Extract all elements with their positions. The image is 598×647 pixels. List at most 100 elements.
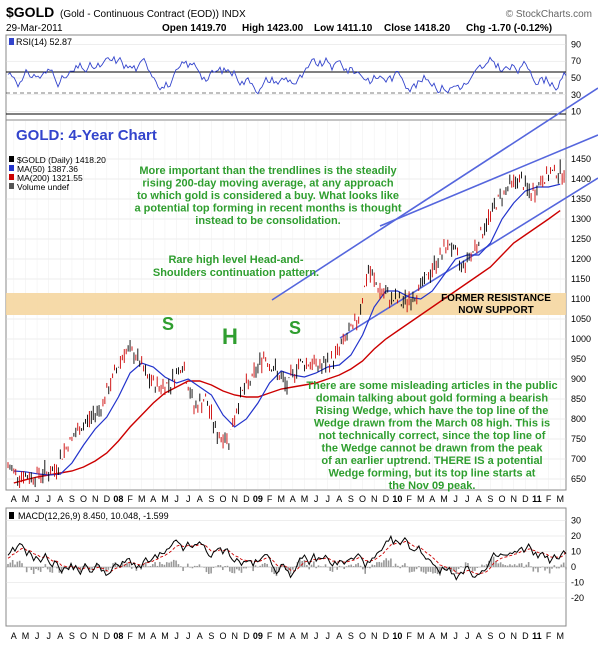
x-tick-label: A — [290, 494, 296, 504]
x-tick-label: D — [243, 631, 250, 641]
x-tick-label: S — [69, 494, 75, 504]
x-tick-label: M — [301, 631, 309, 641]
x-tick-label: N — [231, 631, 238, 641]
x-tick-label: O — [499, 631, 506, 641]
x-tick-label: N — [510, 631, 517, 641]
annotation-line: rising 200-day moving average, at any ap… — [142, 178, 394, 190]
x-tick-label: O — [220, 631, 227, 641]
annotation-line: More important than the trendlines is th… — [139, 165, 397, 177]
rsi-grid — [6, 44, 566, 112]
x-tick-label: J — [453, 494, 458, 504]
resistance-label-2: NOW SUPPORT — [458, 305, 534, 316]
x-tick-label: D — [243, 494, 250, 504]
x-tick-label: F — [127, 494, 133, 504]
x-tick-label: N — [510, 494, 517, 504]
legend-entry: Volume undef — [17, 182, 70, 192]
x-tick-label: J — [314, 494, 319, 504]
price-tick-label: 1450 — [571, 154, 591, 164]
x-tick-label: 10 — [392, 631, 402, 641]
macd-tick-label: 30 — [571, 516, 581, 526]
price-tick-label: 650 — [571, 474, 586, 484]
x-tick-label: M — [161, 494, 169, 504]
price-tick-label: 950 — [571, 354, 586, 364]
x-tick-label: J — [465, 631, 470, 641]
x-tick-label: J — [46, 631, 51, 641]
x-tick-label: 09 — [253, 494, 263, 504]
x-tick-label: A — [429, 631, 435, 641]
annotation-line: Shoulders continuation pattern. — [153, 267, 319, 279]
x-tick-label: O — [499, 494, 506, 504]
annotation-line: There are some misleading articles in th… — [306, 380, 557, 392]
x-tick-label: F — [127, 631, 133, 641]
legend-entry: $GOLD (Daily) 1418.20 — [17, 155, 106, 165]
x-tick-label: J — [174, 631, 179, 641]
x-tick-label: J — [314, 631, 319, 641]
price-tick-label: 1350 — [571, 194, 591, 204]
price-tick-label: 800 — [571, 414, 586, 424]
x-tick-label: O — [80, 631, 87, 641]
price-tick-label: 1100 — [571, 294, 590, 304]
annotation-line: instead to be consolidation. — [195, 215, 340, 227]
rsi-tick-label: 50 — [571, 73, 581, 83]
wedge-upper-trendline — [379, 134, 598, 227]
rsi-tick-label: 70 — [571, 56, 581, 66]
macd-x-axis: A M J J A S O N D 08 F M A M J J A S O N D 09 F M A M J J A S O N D 10 F M A… — [11, 631, 564, 641]
x-tick-label: N — [371, 631, 378, 641]
legend-swatch — [9, 156, 14, 162]
x-tick-label: A — [476, 631, 482, 641]
rsi-line — [7, 55, 567, 95]
x-tick-label: S — [208, 631, 214, 641]
x-tick-label: A — [150, 631, 156, 641]
x-tick-label: S — [208, 494, 214, 504]
macd-tick-label: 20 — [571, 531, 581, 541]
x-tick-label: N — [371, 494, 378, 504]
x-tick-label: J — [325, 494, 330, 504]
x-tick-label: 10 — [392, 494, 402, 504]
x-tick-label: 08 — [113, 494, 123, 504]
x-tick-label: D — [104, 631, 111, 641]
x-tick-label: A — [336, 631, 342, 641]
x-tick-label: A — [150, 494, 156, 504]
x-tick-label: M — [556, 494, 564, 504]
x-tick-label: J — [35, 631, 40, 641]
macd-ticks: 30 20 10 0 -10 -20 — [571, 516, 584, 604]
x-tick-label: S — [69, 631, 75, 641]
x-tick-label: J — [35, 494, 40, 504]
x-tick-label: A — [57, 631, 63, 641]
x-tick-label: M — [556, 631, 564, 641]
price-tick-label: 1300 — [571, 214, 591, 224]
x-tick-label: F — [546, 494, 552, 504]
x-tick-label: N — [92, 494, 99, 504]
x-tick-label: O — [359, 494, 366, 504]
rsi-ticks: 90 70 50 30 10 — [571, 39, 581, 116]
x-tick-label: N — [231, 494, 238, 504]
x-tick-label: M — [301, 494, 309, 504]
annotation-line: Rare high level Head-and- — [168, 254, 303, 266]
x-tick-label: A — [11, 631, 17, 641]
x-tick-label: O — [359, 631, 366, 641]
symbol-description: (Gold - Continuous Contract (EOD)) INDX — [60, 9, 246, 20]
macd-label-marker — [9, 512, 14, 519]
x-tick-label: A — [11, 494, 17, 504]
x-tick-label: S — [348, 631, 354, 641]
x-tick-label: M — [161, 631, 169, 641]
x-tick-label: A — [429, 494, 435, 504]
resistance-band — [6, 293, 566, 315]
x-tick-label: A — [57, 494, 63, 504]
price-tick-label: 1050 — [571, 314, 591, 324]
legend-swatch — [9, 183, 14, 189]
x-tick-label: N — [92, 631, 99, 641]
x-tick-label: O — [80, 494, 87, 504]
x-tick-label: M — [138, 631, 146, 641]
x-tick-label: M — [277, 494, 285, 504]
macd-tick-label: 0 — [571, 562, 576, 572]
macd-label: MACD(12,26,9) 8.450, 10.048, -1.599 — [18, 511, 169, 521]
macd-histogram — [7, 556, 567, 577]
annotation-line: the Wedge cannot be drawn from the peak — [321, 443, 543, 455]
x-tick-label: 11 — [532, 494, 542, 504]
chart-date: 29-Mar-2011 — [6, 23, 63, 34]
x-tick-label: 09 — [253, 631, 263, 641]
x-tick-label: A — [476, 494, 482, 504]
price-tick-label: 1200 — [571, 254, 591, 264]
